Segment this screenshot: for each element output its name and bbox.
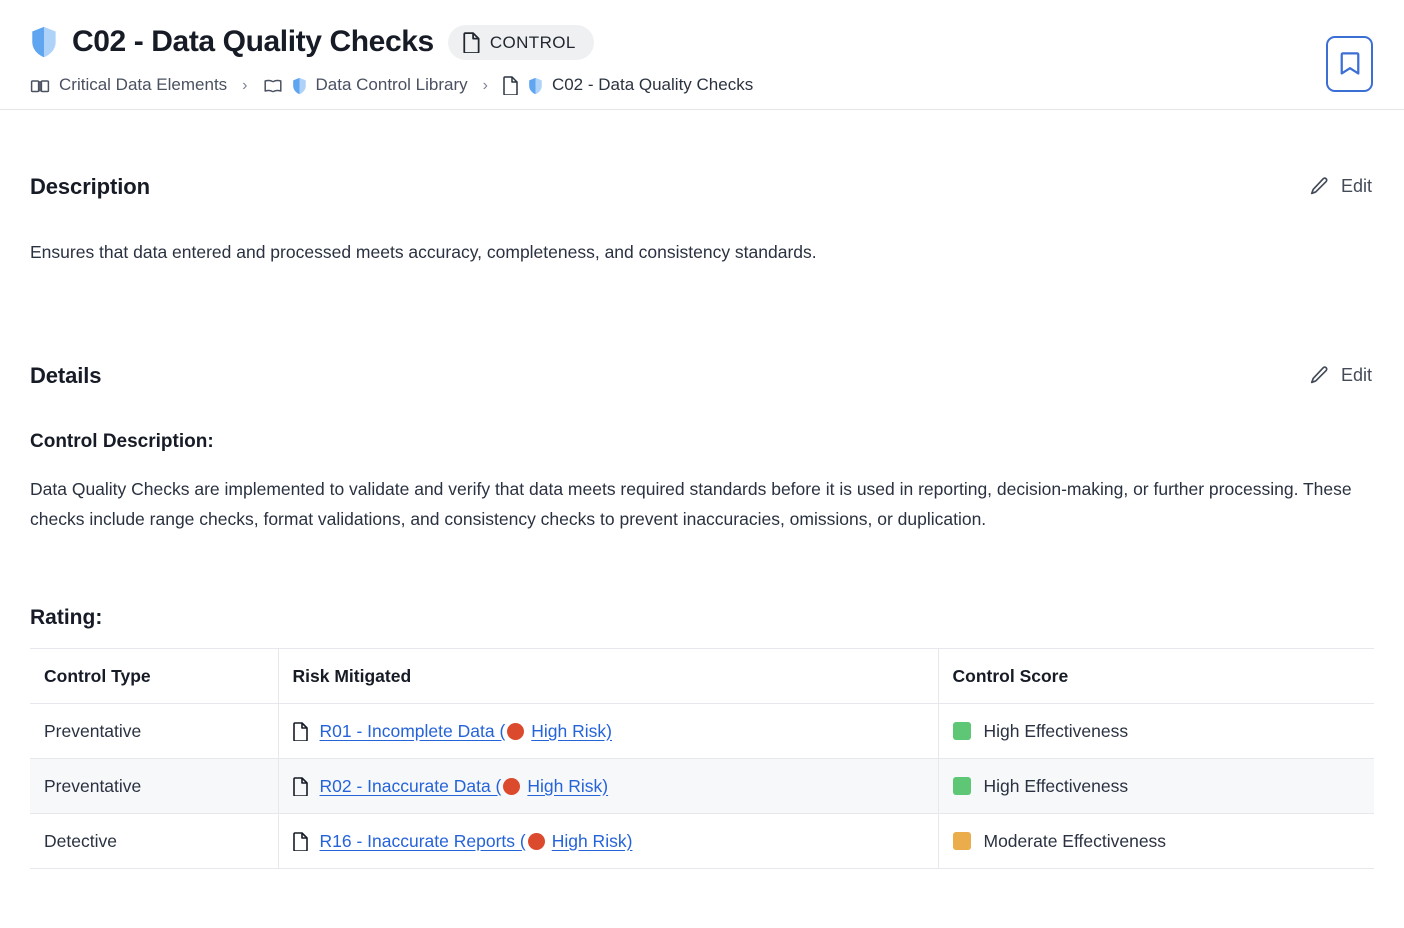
- description-section: Description Edit Ensures that data enter…: [30, 110, 1374, 267]
- edit-description-button[interactable]: Edit: [1307, 172, 1374, 201]
- breadcrumb-item-data-control-library[interactable]: Data Control Library: [263, 75, 468, 95]
- table-header-row: Control Type Risk Mitigated Control Scor…: [30, 648, 1374, 705]
- risk-level-dot: [503, 777, 521, 795]
- risk-cell: R01 - Incomplete Data ( High Risk): [292, 721, 924, 742]
- breadcrumb: Critical Data Elements › Data Control Li…: [30, 75, 1374, 95]
- title-row: C02 - Data Quality Checks CONTROL: [30, 20, 1374, 64]
- rating-table: Control Type Risk Mitigated Control Scor…: [30, 648, 1374, 870]
- rating-heading: Rating:: [30, 606, 103, 630]
- description-title: Description: [30, 173, 150, 199]
- cell-risk-mitigated: R16 - Inaccurate Reports ( High Risk): [277, 813, 938, 870]
- table-row: Preventative R01 - Incomplete Data ( High …: [30, 703, 1374, 760]
- edit-label: Edit: [1340, 365, 1372, 386]
- description-section-header: Description Edit: [30, 172, 1374, 201]
- risk-level-dot: [527, 832, 545, 850]
- bookmark-button[interactable]: [1326, 36, 1373, 92]
- score-cell: High Effectiveness: [952, 775, 1361, 797]
- risk-link-name: R01 - Incomplete Data (: [319, 720, 506, 741]
- cell-control-score: High Effectiveness: [937, 703, 1374, 760]
- cell-control-type: Preventative: [30, 703, 278, 760]
- risk-link[interactable]: R02 - Inaccurate Data ( High Risk): [320, 776, 609, 797]
- document-icon: [503, 76, 518, 95]
- pencil-icon: [1310, 366, 1328, 384]
- badge-label: CONTROL: [489, 32, 576, 52]
- score-swatch: [952, 722, 971, 741]
- page-title: C02 - Data Quality Checks: [72, 25, 434, 58]
- control-type-badge: CONTROL: [447, 24, 594, 60]
- risk-level-dot: [507, 722, 525, 740]
- cell-risk-mitigated: R02 - Inaccurate Data ( High Risk): [277, 758, 938, 815]
- description-text: Ensures that data entered and processed …: [30, 242, 817, 262]
- breadcrumb-separator: ›: [482, 76, 488, 94]
- risk-link[interactable]: R01 - Incomplete Data ( High Risk): [320, 721, 613, 742]
- cell-control-type: Preventative: [30, 758, 278, 815]
- risk-level-label: High Risk): [527, 775, 609, 796]
- cell-risk-mitigated: R01 - Incomplete Data ( High Risk): [277, 703, 938, 760]
- shield-icon: [32, 26, 56, 58]
- shield-icon: [529, 77, 542, 94]
- score-cell: Moderate Effectiveness: [952, 830, 1361, 852]
- document-icon: [292, 776, 308, 796]
- column-header-risk-mitigated: Risk Mitigated: [277, 648, 938, 705]
- details-title: Details: [30, 362, 102, 388]
- page-content: Description Edit Ensures that data enter…: [0, 110, 1404, 870]
- column-header-control-score: Control Score: [937, 648, 1374, 705]
- score-label: Moderate Effectiveness: [983, 830, 1167, 851]
- column-header-control-type: Control Type: [30, 648, 278, 705]
- rating-table-body: Preventative R01 - Incomplete Data ( High …: [30, 703, 1374, 870]
- edit-details-button[interactable]: Edit: [1307, 361, 1374, 390]
- details-section-header: Details Edit: [30, 361, 1374, 390]
- control-description-text: Data Quality Checks are implemented to v…: [30, 479, 1352, 530]
- risk-link-name: R02 - Inaccurate Data (: [319, 775, 502, 796]
- pencil-icon: [1310, 177, 1328, 195]
- breadcrumb-label: C02 - Data Quality Checks: [551, 75, 754, 95]
- breadcrumb-item-critical-data-elements[interactable]: Critical Data Elements: [30, 75, 228, 95]
- shield-icon: [292, 77, 306, 94]
- edit-label: Edit: [1340, 176, 1372, 196]
- cell-control-score: High Effectiveness: [937, 758, 1374, 815]
- book-icon: [263, 79, 282, 92]
- breadcrumb-label: Data Control Library: [315, 75, 468, 95]
- risk-cell: R02 - Inaccurate Data ( High Risk): [292, 776, 924, 797]
- table-row: Preventative R02 - Inaccurate Data ( High …: [30, 758, 1374, 815]
- cell-control-score: Moderate Effectiveness: [937, 813, 1374, 870]
- risk-link[interactable]: R16 - Inaccurate Reports ( High Risk): [320, 831, 633, 852]
- table-row: Detective R16 - Inaccurate Reports ( High …: [30, 813, 1374, 870]
- breadcrumb-item-current[interactable]: C02 - Data Quality Checks: [503, 75, 754, 95]
- document-icon: [292, 721, 308, 741]
- page-header: C02 - Data Quality Checks CONTROL Critic…: [0, 0, 1404, 110]
- risk-cell: R16 - Inaccurate Reports ( High Risk): [292, 831, 924, 852]
- risk-level-label: High Risk): [551, 830, 633, 851]
- book-icon: [30, 79, 50, 92]
- score-label: High Effectiveness: [983, 775, 1129, 796]
- score-cell: High Effectiveness: [952, 720, 1361, 742]
- score-swatch: [952, 832, 971, 851]
- score-swatch: [952, 777, 971, 796]
- breadcrumb-separator: ›: [242, 76, 248, 94]
- risk-level-label: High Risk): [531, 720, 612, 741]
- control-description-heading: Control Description:: [30, 431, 214, 453]
- score-label: High Effectiveness: [983, 720, 1129, 741]
- document-icon: [292, 831, 308, 851]
- document-icon: [463, 31, 480, 53]
- breadcrumb-label: Critical Data Elements: [59, 75, 228, 95]
- bookmark-icon: [1340, 52, 1359, 75]
- cell-control-type: Detective: [30, 813, 278, 870]
- details-section: Details Edit Control Description: Data Q…: [30, 267, 1374, 870]
- risk-link-name: R16 - Inaccurate Reports (: [319, 830, 526, 851]
